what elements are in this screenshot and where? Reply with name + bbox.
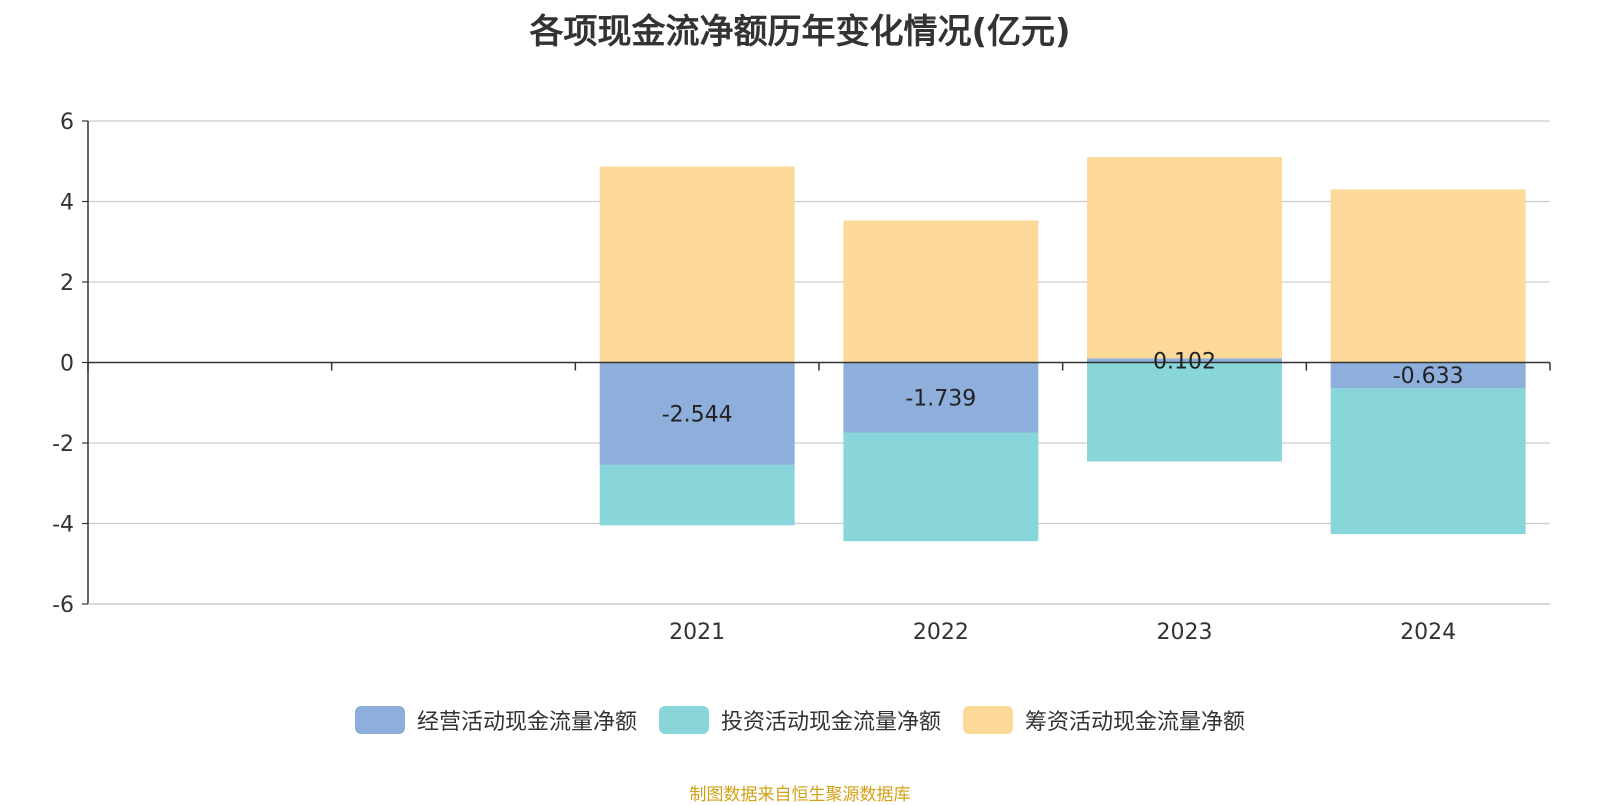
legend-swatch-financing bbox=[963, 706, 1013, 734]
bar-1-2022 bbox=[843, 432, 1039, 542]
y-tick-label--2: -2 bbox=[52, 432, 74, 457]
data-label-2023: 0.102 bbox=[1153, 349, 1216, 374]
y-tick-label-2: 2 bbox=[60, 271, 74, 296]
y-tick-label-0: 0 bbox=[60, 352, 74, 377]
y-tick-label-4: 4 bbox=[60, 191, 74, 216]
legend-label-operating: 经营活动现金流量净额 bbox=[416, 710, 637, 735]
legend-label-investing: 投资活动现金流量净额 bbox=[720, 710, 941, 735]
bar-0-2021 bbox=[599, 362, 795, 465]
x-tick-label-2021: 2021 bbox=[669, 620, 725, 645]
legend-item-investing[interactable]: 投资活动现金流量净额 bbox=[658, 704, 941, 736]
legend-item-financing[interactable]: 筹资活动现金流量净额 bbox=[963, 704, 1245, 736]
bar-2-2024 bbox=[1330, 189, 1526, 363]
legend-item-operating[interactable]: 经营活动现金流量净额 bbox=[354, 704, 637, 736]
bar-1-2021 bbox=[599, 464, 795, 526]
y-tick-label-6: 6 bbox=[60, 110, 74, 135]
legend-swatch-investing bbox=[658, 706, 709, 734]
cashflow-chart: -6 -4 -2 0 2 4 6 2021 2022 2023 2024 -2.544 -1.739 0.… bbox=[52, 110, 1551, 645]
bar-2-2021 bbox=[599, 166, 795, 363]
data-label-2024: -0.633 bbox=[1393, 364, 1464, 389]
bar-1-2023 bbox=[1087, 362, 1282, 462]
bar-0-2024 bbox=[1330, 362, 1526, 388]
bar-0-2023 bbox=[1087, 358, 1282, 363]
data-label-2022: -1.739 bbox=[905, 386, 976, 411]
bar-1-2024 bbox=[1330, 387, 1526, 535]
legend-swatch-operating bbox=[354, 706, 405, 734]
y-tick-label--6: -6 bbox=[52, 593, 74, 618]
bar-2-2023 bbox=[1087, 157, 1282, 359]
data-source: 制图数据来自恒生聚源数据库 bbox=[689, 785, 911, 805]
x-tick-label-2024: 2024 bbox=[1400, 620, 1456, 645]
x-tick-label-2023: 2023 bbox=[1157, 620, 1213, 645]
data-label-2021: -2.544 bbox=[662, 403, 733, 428]
y-tick-label--4: -4 bbox=[52, 513, 74, 538]
legend: 经营活动现金流量净额 投资活动现金流量净额 筹资活动现金流量净额 bbox=[0, 704, 1600, 736]
x-tick-label-2022: 2022 bbox=[913, 620, 969, 645]
legend-label-financing: 筹资活动现金流量净额 bbox=[1025, 710, 1246, 735]
chart-title: 各项现金流净额历年变化情况(亿元) bbox=[529, 12, 1071, 52]
bar-2-2022 bbox=[843, 220, 1039, 363]
bar-0-2022 bbox=[843, 362, 1039, 433]
